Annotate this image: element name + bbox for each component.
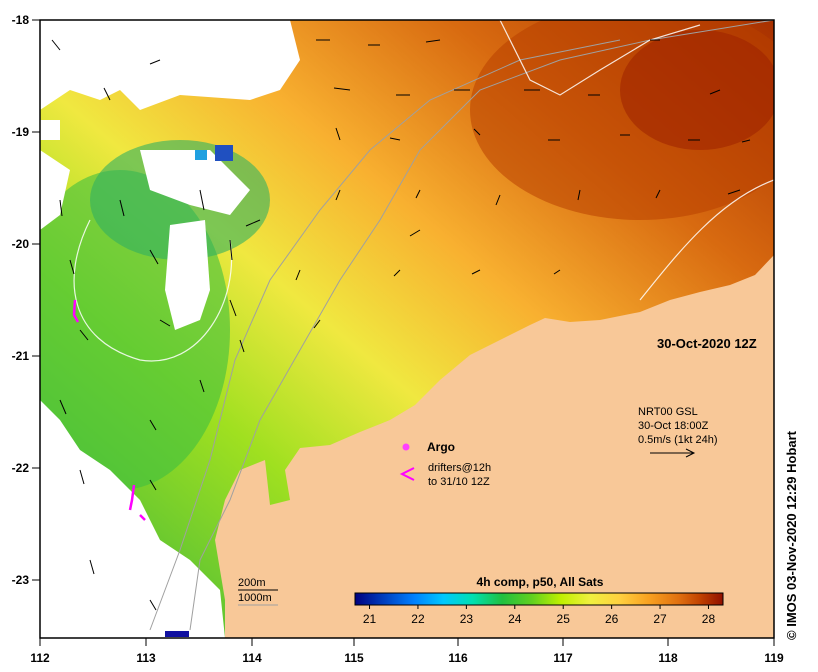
- drifter-tracks: [72, 299, 146, 521]
- copyright-symbol: ©: [784, 630, 799, 640]
- map-date-label: 30-Oct-2020 12Z: [657, 336, 757, 351]
- y-tick-label: -20: [12, 237, 30, 251]
- drifter-symbol-icon: [399, 467, 415, 481]
- colorbar-tick-label: 24: [508, 612, 522, 626]
- x-tick-label: 112: [30, 651, 50, 665]
- isobath-1000-label: 1000m: [238, 592, 272, 604]
- x-tick-label: 113: [136, 651, 156, 665]
- colorbar-tick-label: 26: [605, 612, 619, 626]
- colorbar: [354, 592, 724, 606]
- map-frame: [39, 19, 775, 639]
- x-tick-label: 115: [344, 651, 364, 665]
- isobath-200-label: 200m: [238, 577, 266, 589]
- drifter-legend-line1: drifters@12h: [428, 462, 491, 474]
- colorbar-tick-label: 27: [653, 612, 667, 626]
- current-legend-model: NRT00 GSL: [638, 406, 698, 418]
- colorbar-tick-label: 28: [702, 612, 716, 626]
- drifter-legend-line2: to 31/10 12Z: [428, 476, 490, 488]
- current-legend-scale: 0.5m/s (1kt 24h): [638, 434, 717, 446]
- sst-contours: [73, 20, 774, 362]
- current-legend-time: 30-Oct 18:00Z: [638, 420, 709, 432]
- current-vectors: [51, 39, 751, 611]
- land: [215, 255, 774, 638]
- y-tick-label: -21: [12, 349, 30, 363]
- x-tick-label: 114: [242, 651, 262, 665]
- y-tick-label: -18: [12, 13, 30, 27]
- colorbar-title: 4h comp, p50, All Sats: [477, 575, 604, 589]
- argo-symbol-icon: [402, 443, 410, 451]
- x-tick-label: 119: [764, 651, 784, 665]
- y-tick-label: -23: [12, 573, 30, 587]
- colorbar-tick-label: 25: [557, 612, 571, 626]
- isobaths: [149, 20, 774, 631]
- colorbar-tick-label: 21: [363, 612, 377, 626]
- cloud-gaps: [40, 20, 300, 638]
- current-scale-arrow: [650, 448, 696, 458]
- colorbar-tick-label: 23: [460, 612, 474, 626]
- y-tick-label: -19: [12, 125, 30, 139]
- x-tick-label: 117: [553, 651, 573, 665]
- credit-text: © IMOS 03-Nov-2020 12:29 Hobart: [784, 431, 799, 640]
- x-tick-label: 116: [448, 651, 468, 665]
- y-tick-label: -22: [12, 461, 30, 475]
- x-tick-label: 118: [658, 651, 678, 665]
- colorbar-tick-label: 22: [411, 612, 425, 626]
- scale-mark: [165, 631, 189, 637]
- argo-legend-label: Argo: [427, 440, 455, 454]
- credit-label: IMOS 03-Nov-2020 12:29 Hobart: [784, 430, 799, 627]
